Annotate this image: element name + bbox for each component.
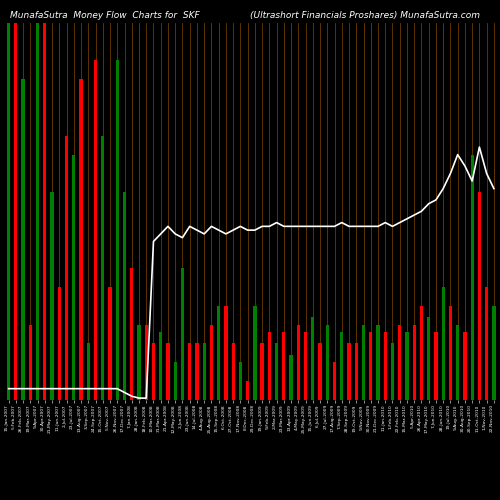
Bar: [384, 332, 387, 400]
Bar: [65, 136, 68, 400]
Bar: [268, 332, 271, 400]
Bar: [72, 154, 76, 400]
Text: (Ultrashort Financials Proshares) MunafaSutra.com: (Ultrashort Financials Proshares) Munafa…: [250, 11, 480, 20]
Bar: [123, 192, 126, 400]
Bar: [456, 324, 460, 400]
Bar: [420, 306, 423, 400]
Bar: [224, 306, 228, 400]
Bar: [188, 344, 192, 400]
Bar: [427, 317, 430, 400]
Bar: [485, 286, 488, 400]
Bar: [152, 344, 155, 400]
Bar: [260, 344, 264, 400]
Bar: [138, 324, 140, 400]
Bar: [478, 192, 481, 400]
Bar: [210, 324, 213, 400]
Bar: [7, 22, 10, 400]
Bar: [28, 324, 32, 400]
Bar: [290, 354, 292, 400]
Bar: [202, 344, 206, 400]
Bar: [86, 344, 90, 400]
Bar: [239, 362, 242, 400]
Bar: [232, 344, 235, 400]
Bar: [434, 332, 438, 400]
Bar: [22, 79, 25, 400]
Bar: [398, 324, 402, 400]
Bar: [14, 22, 18, 400]
Bar: [166, 344, 170, 400]
Bar: [246, 381, 250, 400]
Bar: [318, 344, 322, 400]
Bar: [369, 332, 372, 400]
Bar: [174, 362, 177, 400]
Bar: [130, 268, 134, 400]
Bar: [58, 286, 61, 400]
Bar: [348, 344, 350, 400]
Text: MunafaSutra  Money Flow  Charts for  SKF: MunafaSutra Money Flow Charts for SKF: [10, 11, 200, 20]
Bar: [253, 306, 256, 400]
Bar: [311, 317, 314, 400]
Bar: [340, 332, 344, 400]
Bar: [144, 324, 148, 400]
Bar: [217, 306, 220, 400]
Bar: [36, 22, 39, 400]
Bar: [492, 306, 496, 400]
Bar: [470, 154, 474, 400]
Bar: [108, 286, 112, 400]
Bar: [449, 306, 452, 400]
Bar: [275, 344, 278, 400]
Bar: [376, 324, 380, 400]
Bar: [442, 286, 445, 400]
Bar: [181, 268, 184, 400]
Bar: [116, 60, 119, 400]
Bar: [94, 60, 97, 400]
Bar: [304, 332, 307, 400]
Bar: [406, 332, 408, 400]
Bar: [159, 332, 162, 400]
Bar: [412, 324, 416, 400]
Bar: [326, 324, 329, 400]
Bar: [196, 344, 198, 400]
Bar: [282, 332, 286, 400]
Bar: [50, 192, 53, 400]
Bar: [101, 136, 104, 400]
Bar: [362, 324, 365, 400]
Bar: [391, 344, 394, 400]
Bar: [80, 79, 82, 400]
Bar: [43, 22, 46, 400]
Bar: [296, 324, 300, 400]
Bar: [464, 332, 466, 400]
Bar: [354, 344, 358, 400]
Bar: [333, 362, 336, 400]
